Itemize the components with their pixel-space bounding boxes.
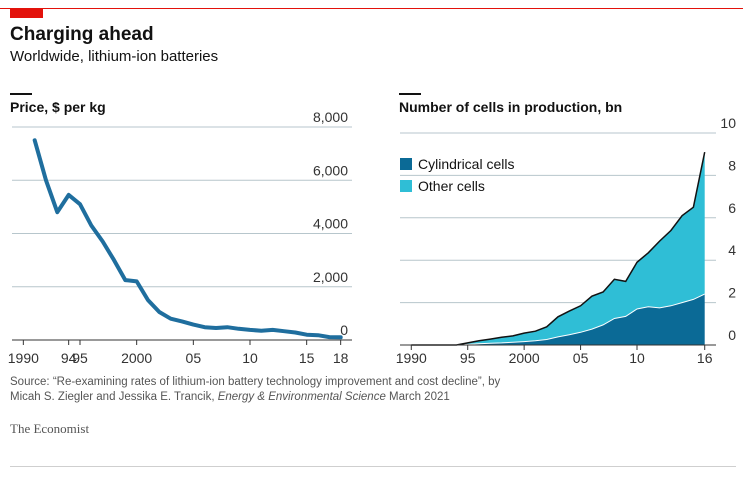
right-panel-dash xyxy=(399,93,421,95)
cells-y-tick-label: 2 xyxy=(728,285,736,301)
price-x-tick-label: 10 xyxy=(242,350,258,366)
cells-y-tick-label: 0 xyxy=(728,327,736,343)
cells-x-tick-label: 2000 xyxy=(509,350,540,366)
source-authors: Micah S. Ziegler and Jessika E. Trancik, xyxy=(10,391,218,403)
legend-swatch-cylindrical xyxy=(400,158,412,170)
bottom-rule xyxy=(10,466,736,467)
economist-red-tab xyxy=(10,8,43,18)
other-cells-area xyxy=(411,152,705,345)
source-note: Source: “Re-examining rates of lithium-i… xyxy=(10,375,500,405)
price-y-tick-label: 0 xyxy=(340,322,348,338)
chart-title: Charging ahead xyxy=(10,24,154,45)
economist-brand: The Economist xyxy=(10,421,90,436)
cells-x-tick-label: 16 xyxy=(697,350,713,366)
right-panel-title: Number of cells in production, bn xyxy=(399,99,623,115)
total-cells-outline xyxy=(411,151,706,346)
price-y-tick-label: 2,000 xyxy=(313,269,348,285)
source-journal: Energy & Environmental Science xyxy=(217,391,386,403)
price-x-tick-label: 95 xyxy=(72,350,88,366)
price-x-tick-label: 15 xyxy=(299,350,315,366)
source-date: March 2021 xyxy=(385,391,450,403)
cells-y-tick-label: 4 xyxy=(728,242,736,258)
top-rule xyxy=(0,8,743,9)
cells-x-tick-label: 05 xyxy=(573,350,589,366)
price-x-tick-label: 1990 xyxy=(8,350,39,366)
cells-y-tick-label: 10 xyxy=(720,115,736,131)
price-x-tick-label: 94 xyxy=(61,350,77,366)
cells-x-tick-label: 10 xyxy=(629,350,645,366)
price-y-tick-label: 4,000 xyxy=(313,216,348,232)
price-y-tick-label: 6,000 xyxy=(313,162,348,178)
price-y-tick-label: 8,000 xyxy=(313,109,348,125)
legend-swatch-other xyxy=(400,180,412,192)
cells-y-tick-label: 6 xyxy=(728,200,736,216)
cells-x-tick-label: 95 xyxy=(460,350,476,366)
chart-subtitle: Worldwide, lithium-ion batteries xyxy=(10,48,219,65)
source-prefix: Source: “Re-examining rates of lithium-i… xyxy=(10,376,501,388)
cells-chart: 0 2 4 6 8 10 1990 95 2000 05 10 16 Cylindrical cells… xyxy=(396,115,737,366)
price-x-tick-label: 05 xyxy=(186,350,202,366)
price-series-line xyxy=(32,138,343,340)
cells-x-tick-label: 1990 xyxy=(396,350,427,366)
legend-label-cylindrical: Cylindrical cells xyxy=(418,156,514,172)
cylindrical-cells-area xyxy=(411,294,705,345)
legend-label-other: Other cells xyxy=(418,178,485,194)
left-panel-title: Price, $ per kg xyxy=(10,99,106,115)
left-panel-dash xyxy=(10,93,32,95)
price-x-tick-label: 2000 xyxy=(121,350,152,366)
price-x-tick-label: 18 xyxy=(333,350,349,366)
cells-y-tick-label: 8 xyxy=(728,157,736,173)
